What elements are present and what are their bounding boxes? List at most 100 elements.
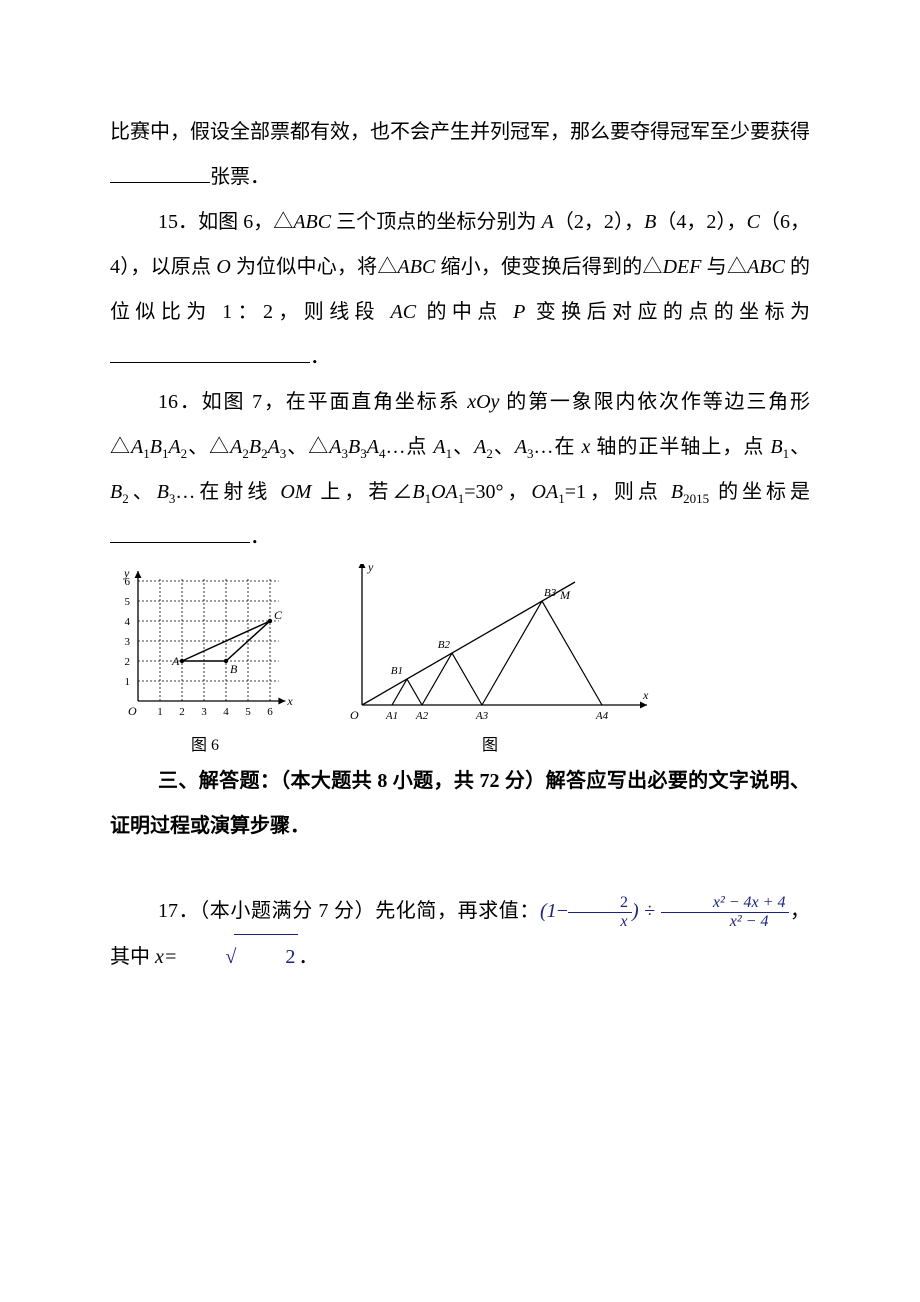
q15-coordB: （4，2）， xyxy=(656,211,746,233)
q16-b1oa1-b: B xyxy=(412,481,424,503)
q15-t3: 为位似中心，将△ xyxy=(231,256,398,278)
q17-open: (1 xyxy=(540,900,557,922)
q15-AC: AC xyxy=(390,301,416,323)
q16-tri1a: A xyxy=(131,436,143,458)
q15-P: P xyxy=(513,301,525,323)
q16-B3l: B xyxy=(157,481,169,503)
q15-abc3: ABC xyxy=(747,256,785,278)
q14-blank xyxy=(110,164,210,183)
q14-paragraph: 比赛中，假设全部票都有效，也不会产生并列冠军，那么要夺得冠军至少要获得张票． xyxy=(110,110,810,200)
q15-B: B xyxy=(644,211,656,233)
q16-sub-2015: 2015 xyxy=(683,491,709,506)
q17-minus: − xyxy=(557,900,568,922)
q15-C: C xyxy=(747,211,760,233)
q17-period: ． xyxy=(298,946,318,968)
q16-num: 16． xyxy=(158,391,202,413)
q16-period: ． xyxy=(250,526,270,548)
q15-t7: 的中点 xyxy=(416,301,513,323)
q16-A3l: A xyxy=(515,436,527,458)
q16-tri3b: B xyxy=(348,436,360,458)
svg-text:5: 5 xyxy=(125,596,131,608)
figures-row: 123456123456OxyABC 图 6 OxyMA1A2A3A4B1B2B… xyxy=(110,564,810,755)
svg-text:2: 2 xyxy=(125,656,131,668)
q15-t4: 缩小，使变换后得到的△ xyxy=(435,256,662,278)
q17-sqrt: √2 xyxy=(177,934,298,980)
svg-text:M: M xyxy=(559,588,571,602)
q16-tri2c: A xyxy=(268,436,280,458)
figure-7: OxyMA1A2A3A4B1B2B3 图 xyxy=(330,564,650,755)
svg-text:B2: B2 xyxy=(438,639,451,651)
q16-A1l: A xyxy=(433,436,445,458)
q15-abc1: ABC xyxy=(293,211,331,233)
section-3-heading: 三、解答题：（本大题共 8 小题，共 72 分）解答应写出必要的文字说明、证明过… xyxy=(110,759,810,849)
q16-t4: 、△ xyxy=(286,436,329,458)
q16-t7: 轴的正半轴上，点 xyxy=(590,436,770,458)
q17-paragraph: 17．（本小题满分 7 分）先化简，再求值：(1−2x) ÷ x² − 4x +… xyxy=(110,889,810,980)
q17-frac1: 2x xyxy=(568,895,632,930)
q16-eq30: =30°， xyxy=(464,481,531,503)
q16-tri3a: A xyxy=(329,436,341,458)
q15-O: O xyxy=(216,256,230,278)
q16-tri2a: A xyxy=(230,436,242,458)
q17-f2-num: x² − 4x + 4 xyxy=(661,895,790,913)
q15-t8: 变换后对应的点的坐标为 xyxy=(525,301,810,323)
q17-t1: （本小题满分 7 分）先化简，再求值： xyxy=(199,900,540,922)
q16-B2l: B xyxy=(110,481,122,503)
q15-t5: 与△ xyxy=(701,256,747,278)
figure-6: 123456123456OxyABC 图 6 xyxy=(110,564,300,755)
svg-text:B3: B3 xyxy=(544,587,557,599)
q16-B2015: B xyxy=(671,481,683,503)
q17-close: ) xyxy=(632,900,639,922)
svg-text:A: A xyxy=(171,654,180,668)
q16-paragraph: 16．如图 7，在平面直角坐标系 xOy 的第一象限内依次作等边三角形△A1B1… xyxy=(110,380,810,560)
q17-xeq: x= xyxy=(155,946,177,968)
q16-sub-a1: 1 xyxy=(446,446,453,461)
q16-tri2b: B xyxy=(249,436,261,458)
q15-def: DEF xyxy=(663,256,702,278)
q15-abc2: ABC xyxy=(398,256,436,278)
figure-6-caption: 图 6 xyxy=(191,731,219,755)
q15-period: ． xyxy=(310,346,330,368)
svg-text:B: B xyxy=(230,662,238,676)
q16-t1: 如图 7，在平面直角坐标系 xyxy=(202,391,468,413)
spacer xyxy=(110,849,810,889)
q16-t10: 的坐标是 xyxy=(709,481,810,503)
svg-text:O: O xyxy=(128,704,137,718)
q16-sub-a2: 2 xyxy=(486,446,493,461)
q16-tri1c: A xyxy=(168,436,180,458)
svg-text:A4: A4 xyxy=(595,710,609,722)
svg-text:y: y xyxy=(367,564,374,574)
q14-text-before: 比赛中，假设全部票都有效，也不会产生并列冠军，那么要夺得冠军至少要获得 xyxy=(110,121,810,143)
q15-t2: 三个顶点的坐标分别为 xyxy=(331,211,541,233)
q17-f1-den: x xyxy=(568,913,632,930)
q16-OM: OM xyxy=(280,481,311,503)
q17-f1-num: 2 xyxy=(568,895,632,913)
q14-text-after: 张票． xyxy=(210,166,270,188)
q16-t6: …在 xyxy=(534,436,582,458)
q16-t8: …在射线 xyxy=(175,481,280,503)
svg-text:2: 2 xyxy=(179,706,185,718)
q17-div: ÷ xyxy=(644,900,655,922)
q16-sub-b1: 1 xyxy=(783,446,790,461)
q15-coordA: （2，2）， xyxy=(554,211,644,233)
svg-text:A3: A3 xyxy=(475,710,489,722)
svg-text:C: C xyxy=(274,608,283,622)
svg-text:6: 6 xyxy=(267,706,273,718)
svg-text:O: O xyxy=(350,708,359,722)
q16-blank xyxy=(110,524,250,543)
q17-f2-den: x² − 4 xyxy=(661,913,790,930)
q17-frac2: x² − 4x + 4x² − 4 xyxy=(661,895,790,930)
svg-text:5: 5 xyxy=(245,706,251,718)
svg-text:A1: A1 xyxy=(385,710,398,722)
q15-blank xyxy=(110,344,310,363)
svg-text:x: x xyxy=(286,694,293,708)
q16-tri1b: B xyxy=(150,436,162,458)
svg-text:x: x xyxy=(642,688,649,702)
svg-text:3: 3 xyxy=(125,636,131,648)
q17-num: 17． xyxy=(158,900,199,922)
q15-t1: 如图 6，△ xyxy=(198,211,293,233)
figure-7-svg: OxyMA1A2A3A4B1B2B3 xyxy=(330,564,650,729)
figure-7-caption: 图 xyxy=(482,731,498,755)
q16-b1oa1-oa: OA xyxy=(431,481,458,503)
svg-text:A2: A2 xyxy=(415,710,429,722)
